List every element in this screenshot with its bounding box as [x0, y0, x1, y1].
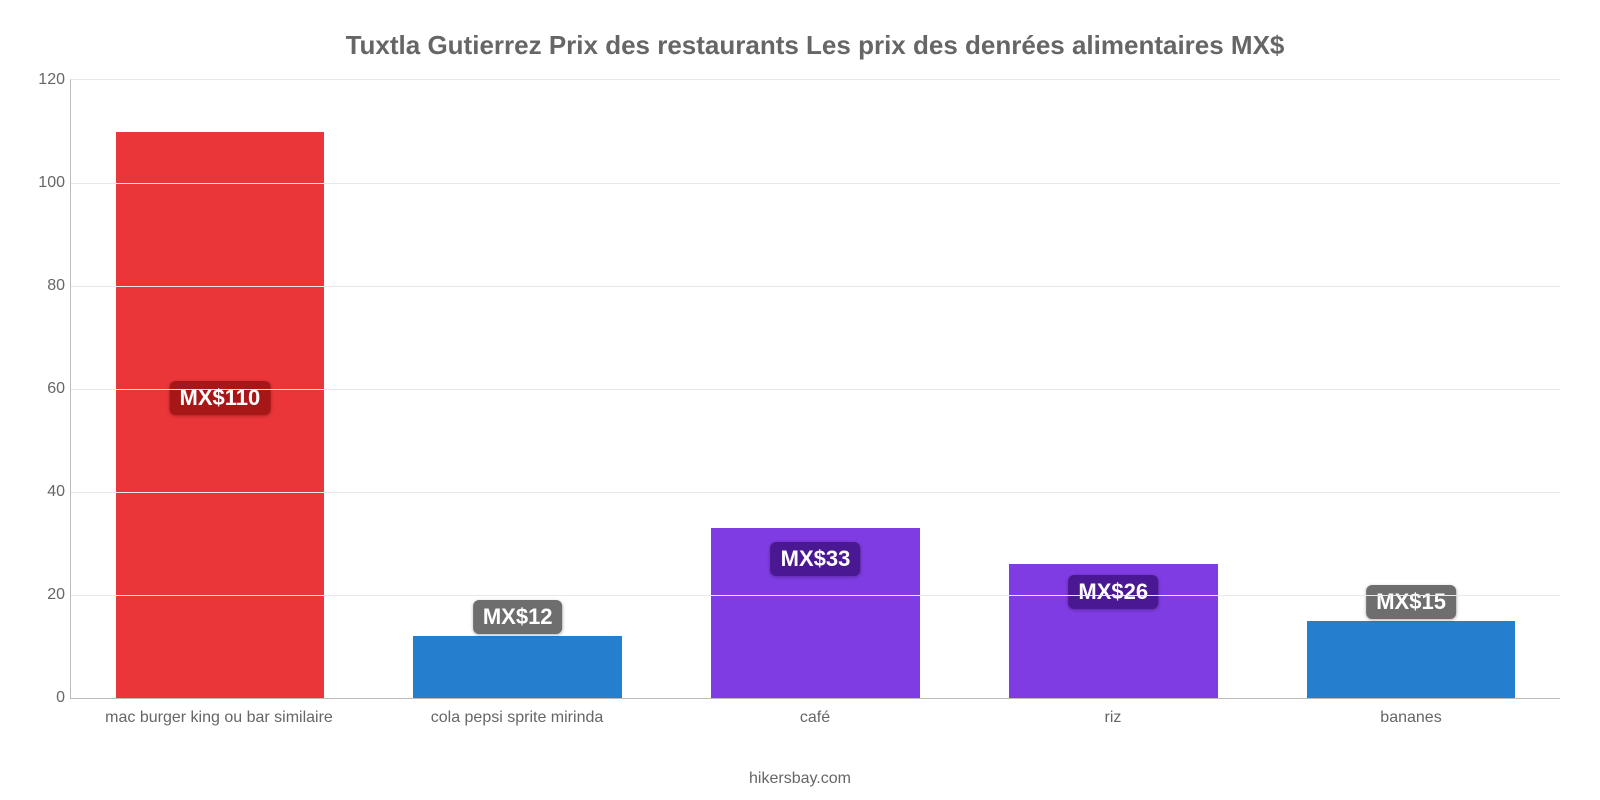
bar: MX$110	[116, 132, 324, 699]
value-badge: MX$15	[1366, 585, 1456, 619]
y-tick-label: 40	[25, 483, 65, 501]
y-tick-label: 120	[25, 71, 65, 89]
x-axis-label: café	[666, 709, 964, 727]
bar: MX$12	[413, 636, 621, 698]
value-badge: MX$12	[473, 600, 563, 634]
value-badge: MX$110	[170, 381, 271, 415]
bar: MX$15	[1307, 621, 1515, 698]
bar: MX$26	[1009, 564, 1217, 698]
x-axis-label: cola pepsi sprite mirinda	[368, 709, 666, 727]
y-tick-label: 0	[25, 689, 65, 707]
x-axis-label: mac burger king ou bar similaire	[70, 709, 368, 727]
y-tick-label: 100	[25, 174, 65, 192]
bar: MX$33	[711, 528, 919, 698]
x-axis-labels: mac burger king ou bar similairecola pep…	[70, 709, 1560, 727]
y-tick-label: 80	[25, 277, 65, 295]
gridline	[71, 492, 1560, 493]
gridline	[71, 183, 1560, 184]
gridline	[71, 595, 1560, 596]
chart-footer: hikersbay.com	[0, 770, 1600, 788]
value-badge: MX$33	[771, 542, 861, 576]
y-tick-label: 60	[25, 380, 65, 398]
price-chart: Tuxtla Gutierrez Prix des restaurants Le…	[0, 0, 1600, 800]
y-tick-label: 20	[25, 586, 65, 604]
plot-area: MX$110MX$12MX$33MX$26MX$15 0204060801001…	[70, 79, 1560, 699]
x-axis-label: bananes	[1262, 709, 1560, 727]
value-badge: MX$26	[1068, 575, 1158, 609]
chart-title: Tuxtla Gutierrez Prix des restaurants Le…	[70, 20, 1560, 79]
gridline	[71, 286, 1560, 287]
gridline	[71, 389, 1560, 390]
x-axis-label: riz	[964, 709, 1262, 727]
